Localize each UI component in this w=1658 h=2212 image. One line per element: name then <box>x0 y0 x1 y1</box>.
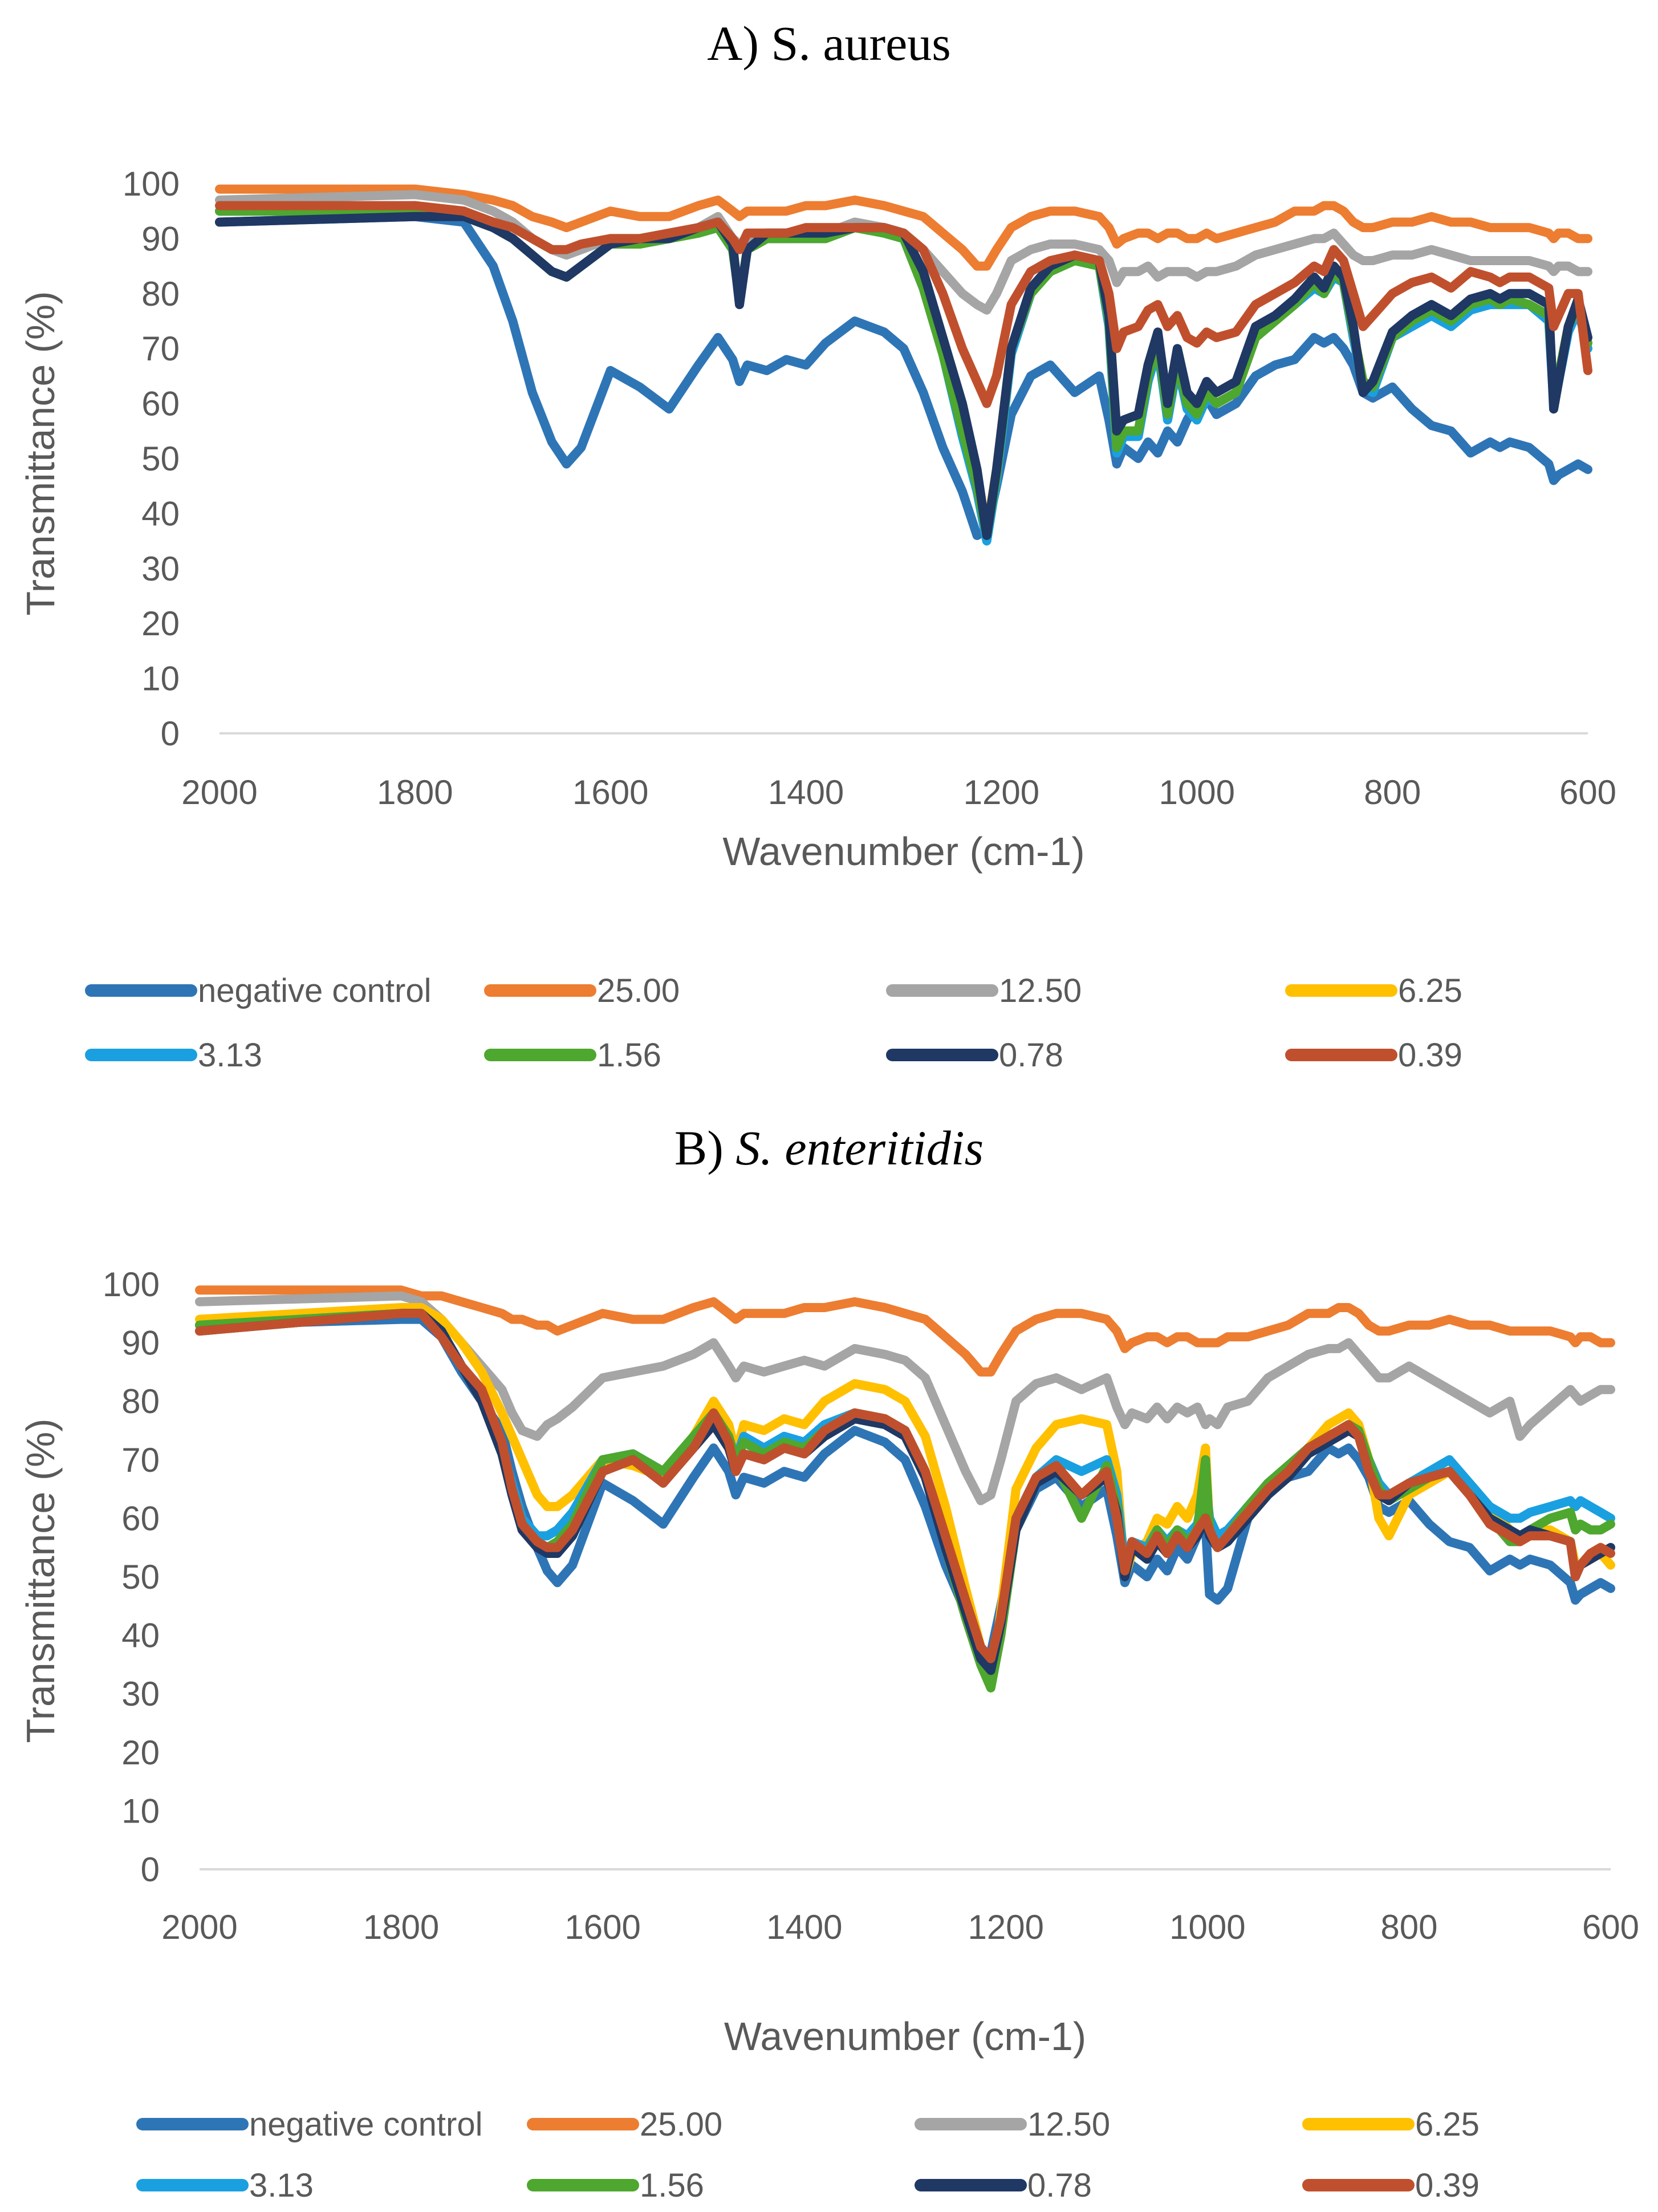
y-tick-label: 90 <box>141 220 180 258</box>
x-tick-label: 2000 <box>181 773 257 811</box>
legend-label: 3.13 <box>249 2167 314 2204</box>
series-line-12-50 <box>195 1291 1615 1505</box>
legend-label: negative control <box>198 972 431 1009</box>
series-line-25-00 <box>215 184 1592 271</box>
x-tick-label: 1400 <box>768 773 844 811</box>
x-tick-label: 1200 <box>964 773 1039 811</box>
chart-panel-a: A) S. aureus 0 10 20 30 40 50 60 70 80 90 100 2000 18… <box>18 16 1616 1074</box>
y-tick-label: 100 <box>123 165 180 203</box>
x-tick-label: 1400 <box>766 1908 842 1946</box>
x-tick-label: 600 <box>1559 773 1616 811</box>
legend-label: 0.39 <box>1415 2167 1480 2204</box>
series-line-25-00 <box>195 1285 1615 1377</box>
y-tick-label: 0 <box>161 715 180 753</box>
y-tick-label: 20 <box>141 604 180 643</box>
x-tick-label: 1600 <box>564 1908 640 1946</box>
x-tick-label: 1200 <box>968 1908 1044 1946</box>
series-line-1-56 <box>215 206 1592 540</box>
y-tick-label: 10 <box>121 1792 160 1830</box>
x-tick-label: 1600 <box>572 773 648 811</box>
x-tick-label: 1000 <box>1169 1908 1245 1946</box>
y-tick-label: 70 <box>121 1441 160 1479</box>
y-axis-label: Transmittance (%) <box>18 1418 63 1743</box>
y-tick-label: 60 <box>121 1499 160 1537</box>
legend-label: negative control <box>249 2106 482 2143</box>
chart-panel-b: B) S. enteritidis 0 10 20 30 40 50 60 70 80 90 100 2… <box>18 1121 1639 2204</box>
legend-label: 1.56 <box>640 2167 704 2204</box>
x-tick-label: 600 <box>1582 1908 1639 1946</box>
legend-label: 6.25 <box>1415 2106 1480 2143</box>
legend-label: 25.00 <box>597 972 680 1009</box>
x-axis-label: Wavenumber (cm-1) <box>722 829 1084 874</box>
legend-label: 0.78 <box>1027 2167 1092 2204</box>
y-tick-label: 50 <box>141 440 180 478</box>
y-tick-label: 80 <box>141 275 180 313</box>
legend-label: 3.13 <box>198 1037 262 1074</box>
y-tick-label: 20 <box>121 1734 160 1772</box>
x-tick-label: 1800 <box>363 1908 439 1946</box>
y-axis-label: Transmittance (%) <box>18 291 63 615</box>
legend-label: 12.50 <box>1027 2106 1110 2143</box>
legend-label: 0.78 <box>999 1037 1063 1074</box>
y-tick-label: 10 <box>141 660 180 698</box>
x-tick-label: 1000 <box>1159 773 1235 811</box>
x-tick-label: 1800 <box>377 773 453 811</box>
x-tick-label: 2000 <box>161 1908 237 1946</box>
chart-title: B) S. enteritidis <box>674 1121 984 1175</box>
series-line-negative-control <box>215 212 1592 540</box>
y-tick-label: 0 <box>141 1850 160 1889</box>
legend-label: 6.25 <box>1398 972 1462 1009</box>
y-tick-label: 100 <box>103 1265 160 1304</box>
y-tick-label: 40 <box>121 1617 160 1655</box>
y-tick-label: 40 <box>141 494 180 533</box>
legend-label: 12.50 <box>999 972 1082 1009</box>
x-tick-label: 800 <box>1364 773 1421 811</box>
legend-label: 1.56 <box>597 1037 661 1074</box>
legend-label: 0.39 <box>1398 1037 1462 1074</box>
y-tick-label: 80 <box>121 1382 160 1420</box>
y-tick-label: 30 <box>121 1675 160 1713</box>
x-tick-label: 800 <box>1380 1908 1437 1946</box>
y-tick-label: 70 <box>141 330 180 368</box>
y-tick-label: 60 <box>141 385 180 423</box>
y-tick-label: 30 <box>141 550 180 588</box>
chart-title: A) S. aureus <box>707 16 951 71</box>
y-tick-label: 90 <box>121 1324 160 1362</box>
series-line-0-39 <box>215 201 1592 408</box>
legend-label: 25.00 <box>640 2106 722 2143</box>
x-axis-label: Wavenumber (cm-1) <box>724 2014 1086 2059</box>
y-tick-label: 50 <box>121 1558 160 1596</box>
series-line-0-39 <box>195 1309 1615 1663</box>
